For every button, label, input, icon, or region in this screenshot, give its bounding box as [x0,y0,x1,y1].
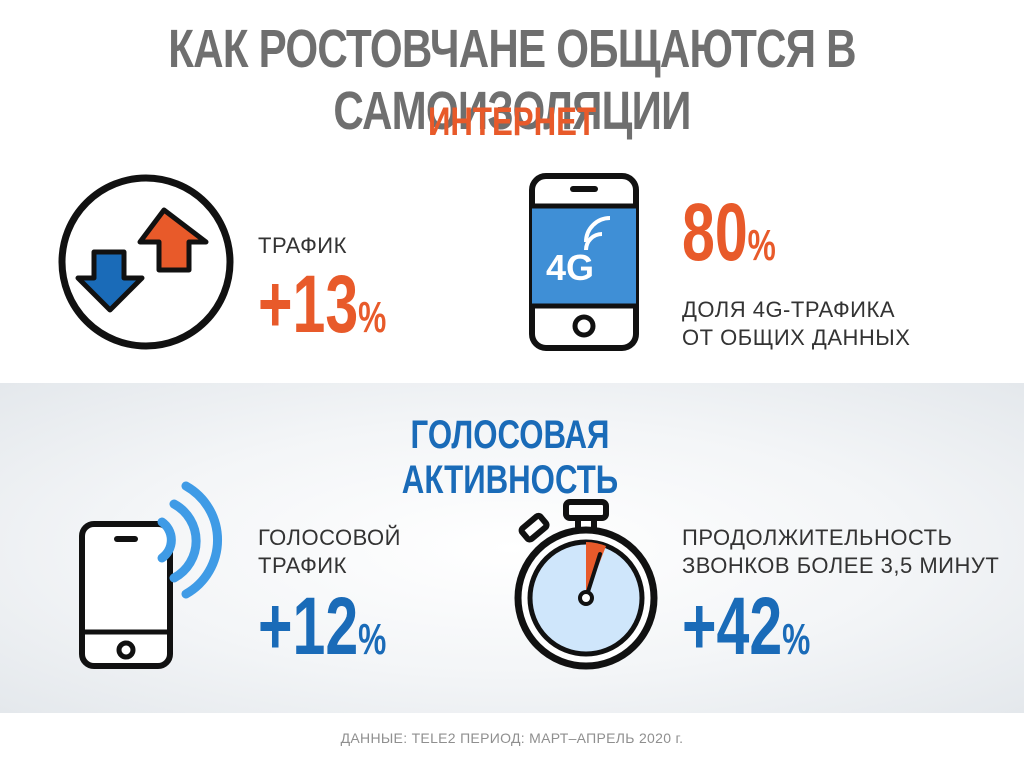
data-source-footer: ДАННЫЕ: TELE2 ПЕРИОД: МАРТ–АПРЕЛЬ 2020 г… [340,730,684,746]
calling-phone-icon [79,481,223,669]
phone-4g-icon: 4G [529,173,639,351]
voice-heading: ГОЛОСОВАЯ АКТИВНОСТЬ [401,413,619,502]
duration-value: +42% [682,581,811,672]
badge-4g-text: 4G [546,247,594,288]
traffic-arrows-icon [58,174,234,350]
share-4g-label: ДОЛЯ 4G-ТРАФИКА ОТ ОБЩИХ ДАННЫХ [682,297,911,350]
duration-label: ПРОДОЛЖИТЕЛЬНОСТЬ ЗВОНКОВ БОЛЕЕ 3,5 МИНУ… [682,525,1000,578]
voice-traffic-value: +12% [258,581,387,672]
traffic-value: +13% [258,259,387,350]
stopwatch-icon [514,499,658,670]
share-4g-value: 80% [682,187,776,278]
page-title: КАК РОСТОВЧАНЕ ОБЩАЮТСЯ В САМОИЗОЛЯЦИИ [168,19,856,141]
voice-traffic-label: ГОЛОСОВОЙ ТРАФИК [258,525,401,578]
internet-heading: ИНТЕРНЕТ [427,100,597,144]
traffic-label: ТРАФИК [258,233,347,258]
